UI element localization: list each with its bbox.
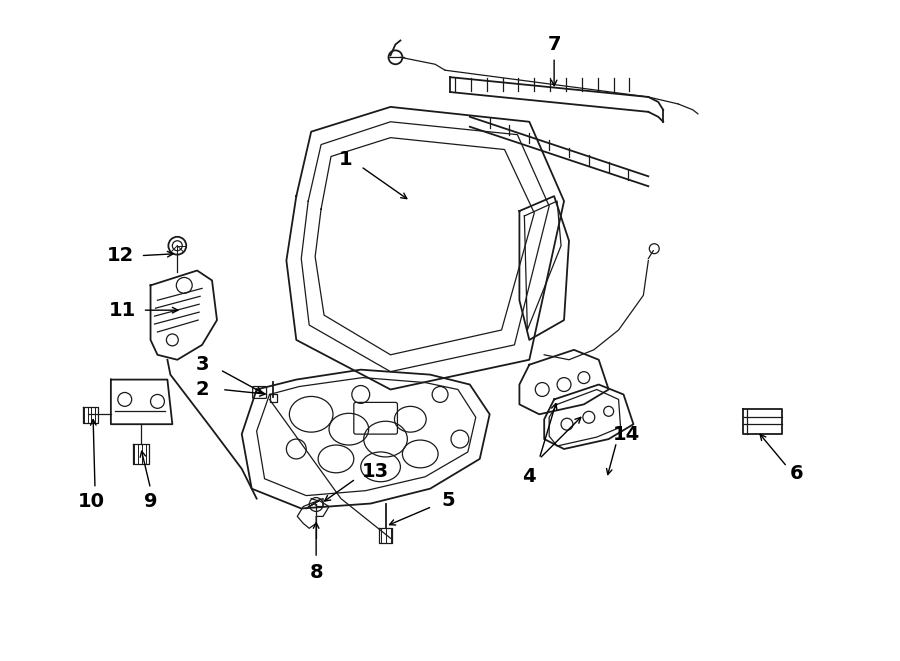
Text: 12: 12 bbox=[107, 246, 134, 265]
Text: 1: 1 bbox=[339, 150, 353, 169]
Polygon shape bbox=[150, 270, 217, 360]
Text: 5: 5 bbox=[441, 491, 454, 510]
Text: 8: 8 bbox=[310, 563, 323, 582]
Text: 13: 13 bbox=[362, 462, 389, 481]
Text: 6: 6 bbox=[790, 464, 804, 483]
Text: 10: 10 bbox=[77, 492, 104, 511]
Text: 2: 2 bbox=[195, 380, 209, 399]
Text: 4: 4 bbox=[523, 467, 536, 486]
Polygon shape bbox=[111, 379, 173, 424]
Text: 3: 3 bbox=[195, 355, 209, 374]
Text: 11: 11 bbox=[109, 301, 137, 320]
Text: 14: 14 bbox=[613, 424, 640, 444]
Text: 7: 7 bbox=[547, 35, 561, 54]
Text: 9: 9 bbox=[144, 492, 158, 511]
Polygon shape bbox=[742, 409, 782, 434]
